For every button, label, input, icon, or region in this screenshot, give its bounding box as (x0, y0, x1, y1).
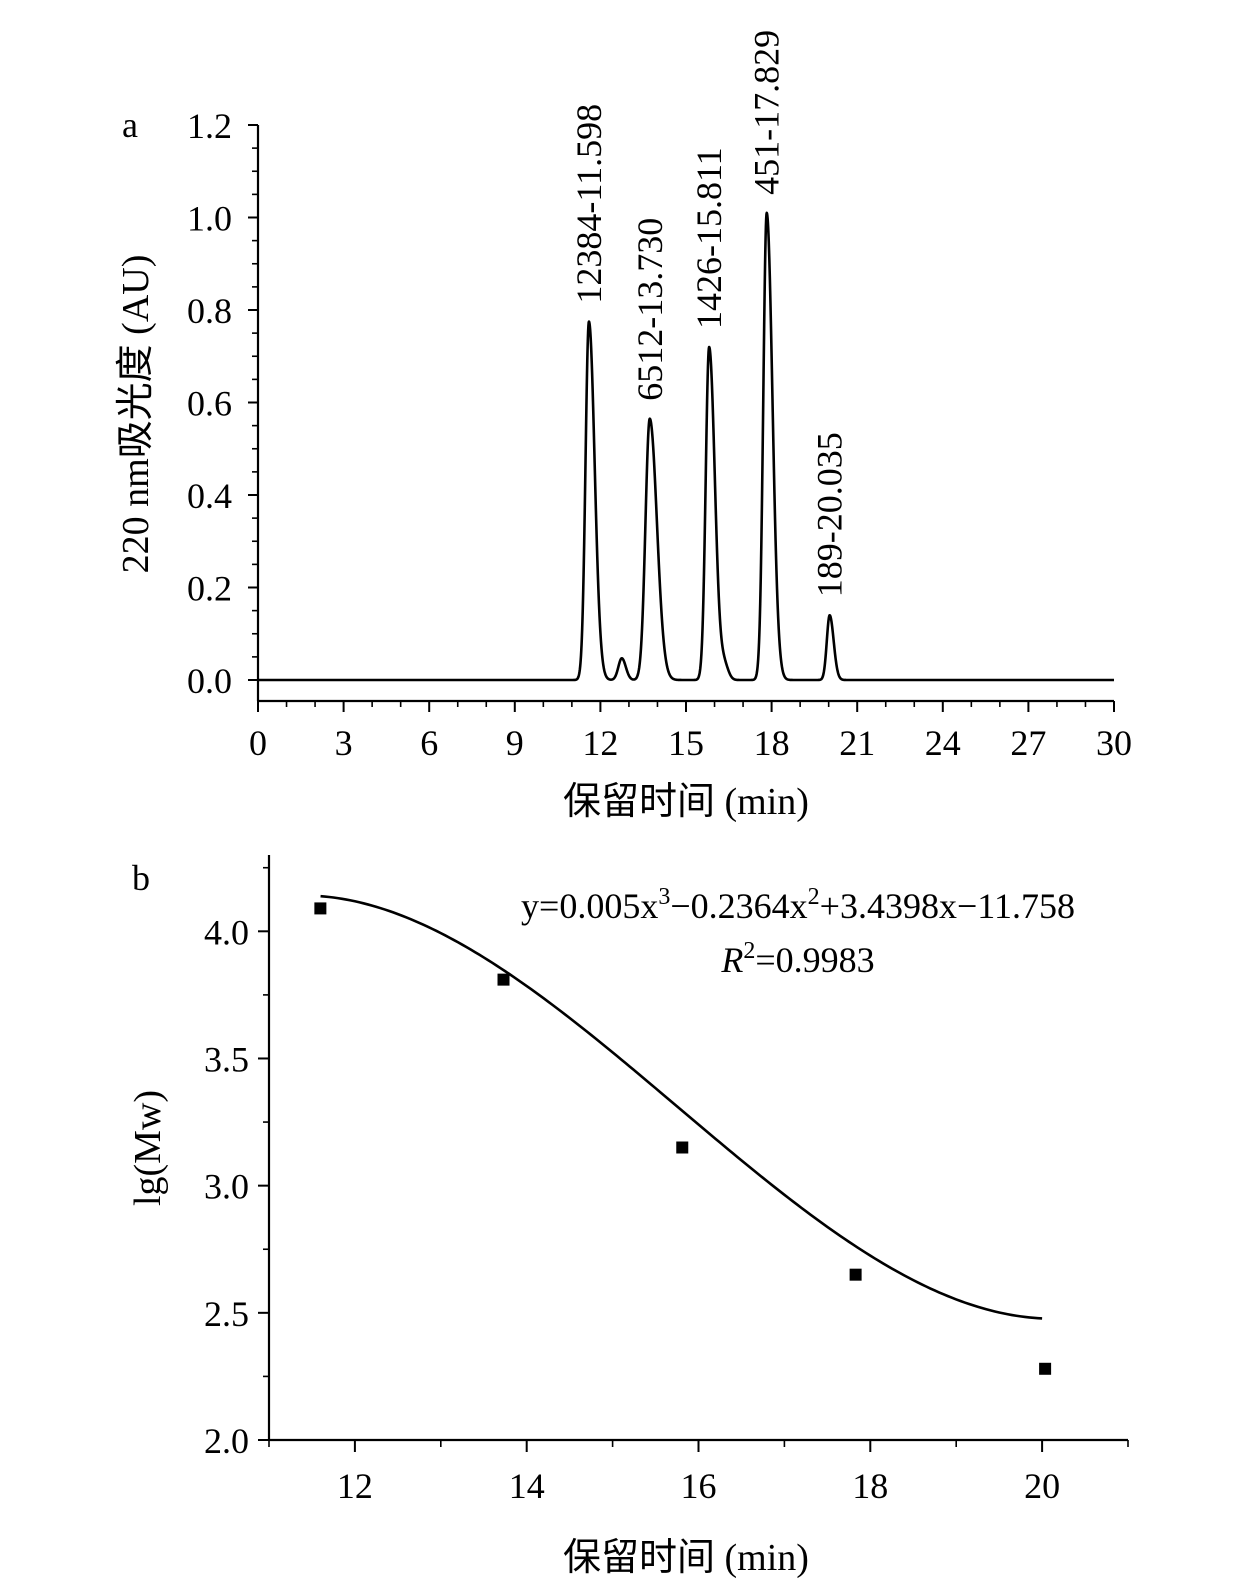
panel-b-data-points (314, 902, 1052, 1375)
panel-b-x-tick-label: 20 (1024, 1466, 1060, 1506)
peak-label: 1426-15.811 (689, 147, 729, 329)
panel-b-y-tick-label: 2.5 (204, 1294, 249, 1334)
peak-label: 189-20.035 (810, 432, 850, 597)
panel-a-x-tick-label: 21 (839, 723, 875, 763)
panel-a-y-tick-label: 1.0 (187, 199, 232, 239)
panel-a-x-tick-label: 9 (506, 723, 524, 763)
panel-a-x-axis-title: 保留时间 (min) (563, 781, 809, 823)
panel-b-y-tick-label: 3.5 (204, 1039, 249, 1079)
r-squared-label: R2=0.9983 (720, 938, 874, 980)
panel-a-x-tick-label: 24 (925, 723, 961, 763)
panel-b-y-tick-labels: 2.0 2.5 3.0 3.5 4.0 (204, 912, 249, 1461)
panel-a-y-tick-label: 0.6 (187, 384, 232, 424)
peak-label: 451-17.829 (747, 30, 787, 195)
panel-a-x-tick-labels: 0 3 6 9 12 15 18 21 24 27 30 (249, 723, 1132, 763)
fit-equation: y=0.005x3−0.2364x2+3.4398x−11.758 (521, 884, 1075, 926)
data-point (314, 902, 327, 915)
panel-a-x-tick-label: 0 (249, 723, 267, 763)
panel-a-x-tick-label: 15 (668, 723, 704, 763)
panel-b-x-tick-label: 16 (681, 1466, 717, 1506)
panel-b-y-tick-label: 2.0 (204, 1421, 249, 1461)
panel-a-x-tick-label: 3 (335, 723, 353, 763)
panel-b-axes (258, 855, 1129, 1452)
peak-label: 12384-11.598 (569, 104, 609, 304)
panel-a-y-tick-label: 0.8 (187, 291, 232, 331)
panel-a-x-tick-label: 18 (754, 723, 790, 763)
data-point (849, 1268, 862, 1281)
panel-b-x-tick-label: 14 (509, 1466, 545, 1506)
panel-a-x-tick-label: 30 (1096, 723, 1132, 763)
panel-b-y-tick-label: 4.0 (204, 912, 249, 952)
panel-b-x-tick-labels: 12 14 16 18 20 (337, 1466, 1060, 1506)
panel-b-calibration: b 12 14 16 18 20 2.0 2.5 3.0 3.5 4.0 y=0.005x3−0… (127, 855, 1129, 1579)
data-point (676, 1141, 689, 1154)
panel-a-y-tick-label: 0.2 (187, 569, 232, 609)
chromatogram-trace (256, 211, 1116, 682)
panel-b-x-axis-title: 保留时间 (min) (563, 1537, 809, 1579)
panel-b-y-tick-label: 3.0 (204, 1167, 249, 1207)
panel-a-x-tick-label: 12 (582, 723, 618, 763)
panel-a-peak-labels: 12384-11.598 6512-13.730 1426-15.811 451-17… (569, 30, 850, 597)
panel-a-y-tick-label: 0.0 (187, 661, 232, 701)
fit-curve (320, 894, 1043, 1320)
data-point (1039, 1362, 1052, 1375)
panel-a-axes (248, 124, 1115, 712)
panel-a-chromatogram: a 0 3 6 9 12 15 18 21 24 27 30 0.0 0.2 0.4 0.6 0.8 1.0 1… (115, 30, 1132, 823)
panel-b-x-tick-label: 12 (337, 1466, 373, 1506)
panel-b-y-axis-title: lg(Mw) (127, 1090, 169, 1206)
panel-a-letter: a (122, 105, 138, 145)
panel-a-x-tick-label: 6 (420, 723, 438, 763)
panel-b-letter: b (132, 858, 150, 898)
panel-a-x-tick-label: 27 (1010, 723, 1046, 763)
data-point (497, 973, 510, 986)
peak-label: 6512-13.730 (630, 218, 670, 401)
panel-a-y-axis-title: 220 nm吸光度 (AU) (115, 255, 157, 574)
panel-a-y-tick-label: 0.4 (187, 476, 232, 516)
panel-b-x-tick-label: 18 (852, 1466, 888, 1506)
panel-a-y-tick-label: 1.2 (187, 106, 232, 146)
panel-a-y-tick-labels: 0.0 0.2 0.4 0.6 0.8 1.0 1.2 (187, 106, 232, 701)
